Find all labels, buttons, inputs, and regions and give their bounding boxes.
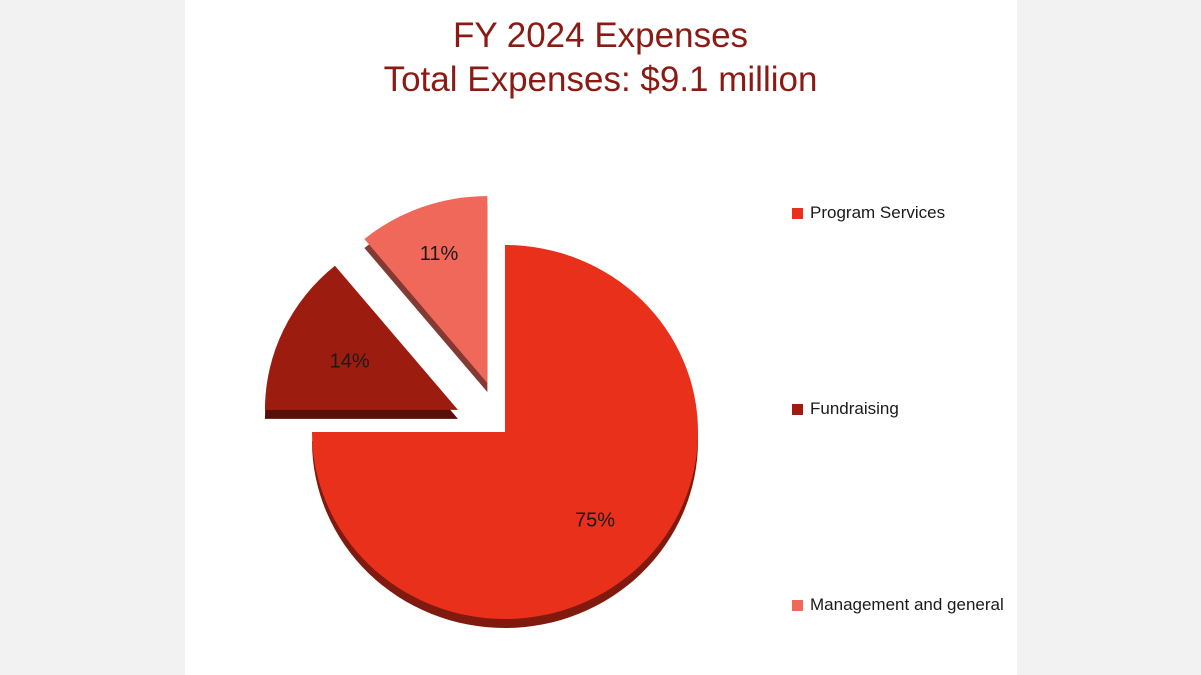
pie-slice-management-and-general [364, 196, 488, 384]
chart-subtitle: Total Expenses: $9.1 million [383, 60, 818, 99]
legend-swatch-fundraising [792, 403, 803, 415]
legend-item-management-and-general: Management and general [792, 595, 1004, 615]
data-label-program-services: 75% [575, 509, 615, 531]
legend-label-program-services: Program Services [810, 203, 946, 222]
pie-slice-program-services [312, 245, 698, 619]
legend-item-program-services: Program Services [792, 203, 945, 223]
legend-label-management-and-general: Management and general [810, 595, 1004, 614]
legend-label-fundraising: Fundraising [810, 399, 899, 418]
legend-swatch-management-and-general [792, 599, 803, 611]
chart-title-block: FY 2024 Expenses Total Expenses: $9.1 mi… [0, 14, 1201, 102]
data-label-fundraising: 14% [330, 350, 370, 372]
chart-title: FY 2024 Expenses [452, 16, 749, 55]
data-label-management-and-general: 11% [420, 243, 459, 265]
pie-slice-fundraising [264, 265, 458, 410]
legend-swatch-program-services [792, 207, 803, 219]
legend-item-fundraising: Fundraising [792, 399, 899, 419]
